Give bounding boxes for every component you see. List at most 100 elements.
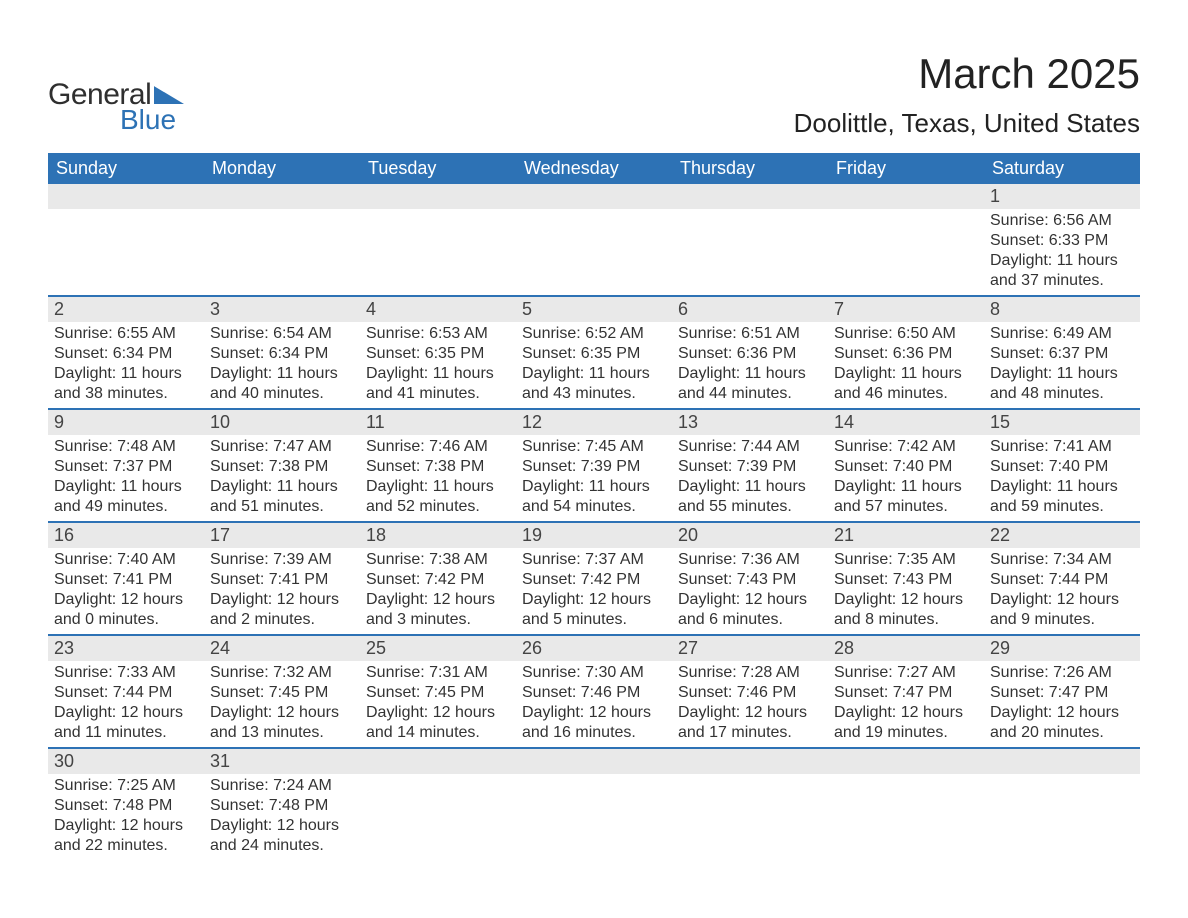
calendar-cell: 9Sunrise: 7:48 AMSunset: 7:37 PMDaylight… (48, 409, 204, 522)
sunset: Sunset: 6:34 PM (54, 344, 198, 364)
sunset: Sunset: 7:46 PM (522, 683, 666, 703)
sunset: Sunset: 7:41 PM (210, 570, 354, 590)
daylight: Daylight: 12 hours and 2 minutes. (210, 590, 354, 630)
day-details: Sunrise: 6:52 AMSunset: 6:35 PMDaylight:… (516, 322, 672, 408)
calendar-cell: 26Sunrise: 7:30 AMSunset: 7:46 PMDayligh… (516, 635, 672, 748)
calendar-cell: 14Sunrise: 7:42 AMSunset: 7:40 PMDayligh… (828, 409, 984, 522)
daylight: Daylight: 11 hours and 51 minutes. (210, 477, 354, 517)
sunset: Sunset: 7:47 PM (990, 683, 1134, 703)
day-number: 24 (204, 636, 360, 661)
day-details (672, 774, 828, 800)
daylight: Daylight: 11 hours and 48 minutes. (990, 364, 1134, 404)
day-details (48, 209, 204, 235)
sunset: Sunset: 6:36 PM (678, 344, 822, 364)
calendar-cell: 6Sunrise: 6:51 AMSunset: 6:36 PMDaylight… (672, 296, 828, 409)
sunrise: Sunrise: 6:56 AM (990, 211, 1134, 231)
calendar-week: 16Sunrise: 7:40 AMSunset: 7:41 PMDayligh… (48, 522, 1140, 635)
day-details: Sunrise: 7:48 AMSunset: 7:37 PMDaylight:… (48, 435, 204, 521)
calendar-cell: 18Sunrise: 7:38 AMSunset: 7:42 PMDayligh… (360, 522, 516, 635)
calendar-cell: 4Sunrise: 6:53 AMSunset: 6:35 PMDaylight… (360, 296, 516, 409)
day-details: Sunrise: 7:30 AMSunset: 7:46 PMDaylight:… (516, 661, 672, 747)
day-details: Sunrise: 7:37 AMSunset: 7:42 PMDaylight:… (516, 548, 672, 634)
day-number: 22 (984, 523, 1140, 548)
day-number: 21 (828, 523, 984, 548)
day-number: 15 (984, 410, 1140, 435)
day-number: 27 (672, 636, 828, 661)
daylight: Daylight: 12 hours and 0 minutes. (54, 590, 198, 630)
calendar-cell (984, 748, 1140, 860)
sunset: Sunset: 7:40 PM (990, 457, 1134, 477)
sunrise: Sunrise: 7:27 AM (834, 663, 978, 683)
sunset: Sunset: 6:36 PM (834, 344, 978, 364)
brand-logo: General Blue (48, 78, 186, 136)
day-number: 4 (360, 297, 516, 322)
calendar-cell: 22Sunrise: 7:34 AMSunset: 7:44 PMDayligh… (984, 522, 1140, 635)
calendar-cell: 27Sunrise: 7:28 AMSunset: 7:46 PMDayligh… (672, 635, 828, 748)
day-number: 18 (360, 523, 516, 548)
day-number (672, 749, 828, 774)
daylight: Daylight: 11 hours and 49 minutes. (54, 477, 198, 517)
day-details: Sunrise: 7:36 AMSunset: 7:43 PMDaylight:… (672, 548, 828, 634)
sunrise: Sunrise: 7:44 AM (678, 437, 822, 457)
calendar-cell (48, 184, 204, 296)
calendar-cell (672, 748, 828, 860)
sunrise: Sunrise: 7:41 AM (990, 437, 1134, 457)
sunrise: Sunrise: 7:40 AM (54, 550, 198, 570)
day-details: Sunrise: 7:34 AMSunset: 7:44 PMDaylight:… (984, 548, 1140, 634)
sunrise: Sunrise: 7:39 AM (210, 550, 354, 570)
day-number (516, 749, 672, 774)
calendar-cell: 17Sunrise: 7:39 AMSunset: 7:41 PMDayligh… (204, 522, 360, 635)
sunset: Sunset: 7:48 PM (210, 796, 354, 816)
sunset: Sunset: 7:39 PM (678, 457, 822, 477)
brand-flag-icon (154, 86, 186, 113)
day-details (360, 209, 516, 235)
sunrise: Sunrise: 6:51 AM (678, 324, 822, 344)
calendar-cell: 28Sunrise: 7:27 AMSunset: 7:47 PMDayligh… (828, 635, 984, 748)
col-thursday: Thursday (672, 153, 828, 184)
day-details: Sunrise: 6:50 AMSunset: 6:36 PMDaylight:… (828, 322, 984, 408)
daylight: Daylight: 12 hours and 19 minutes. (834, 703, 978, 743)
sunrise: Sunrise: 7:25 AM (54, 776, 198, 796)
calendar-cell: 5Sunrise: 6:52 AMSunset: 6:35 PMDaylight… (516, 296, 672, 409)
day-number: 10 (204, 410, 360, 435)
day-details: Sunrise: 7:40 AMSunset: 7:41 PMDaylight:… (48, 548, 204, 634)
day-details: Sunrise: 7:31 AMSunset: 7:45 PMDaylight:… (360, 661, 516, 747)
day-details: Sunrise: 6:49 AMSunset: 6:37 PMDaylight:… (984, 322, 1140, 408)
day-details: Sunrise: 6:55 AMSunset: 6:34 PMDaylight:… (48, 322, 204, 408)
sunset: Sunset: 7:38 PM (210, 457, 354, 477)
day-details: Sunrise: 7:28 AMSunset: 7:46 PMDaylight:… (672, 661, 828, 747)
calendar-cell (204, 184, 360, 296)
day-number (516, 184, 672, 209)
calendar-cell: 8Sunrise: 6:49 AMSunset: 6:37 PMDaylight… (984, 296, 1140, 409)
day-details: Sunrise: 7:47 AMSunset: 7:38 PMDaylight:… (204, 435, 360, 521)
day-number (672, 184, 828, 209)
day-number (360, 749, 516, 774)
daylight: Daylight: 12 hours and 13 minutes. (210, 703, 354, 743)
day-number: 6 (672, 297, 828, 322)
day-details: Sunrise: 7:46 AMSunset: 7:38 PMDaylight:… (360, 435, 516, 521)
sunset: Sunset: 7:42 PM (366, 570, 510, 590)
day-number (48, 184, 204, 209)
sunrise: Sunrise: 7:38 AM (366, 550, 510, 570)
sunset: Sunset: 7:39 PM (522, 457, 666, 477)
col-sunday: Sunday (48, 153, 204, 184)
calendar-cell: 10Sunrise: 7:47 AMSunset: 7:38 PMDayligh… (204, 409, 360, 522)
daylight: Daylight: 12 hours and 3 minutes. (366, 590, 510, 630)
daylight: Daylight: 12 hours and 14 minutes. (366, 703, 510, 743)
header: General Blue March 2025 Doolittle, Texas… (48, 50, 1140, 139)
daylight: Daylight: 11 hours and 54 minutes. (522, 477, 666, 517)
day-number: 31 (204, 749, 360, 774)
daylight: Daylight: 12 hours and 24 minutes. (210, 816, 354, 856)
daylight: Daylight: 12 hours and 9 minutes. (990, 590, 1134, 630)
col-monday: Monday (204, 153, 360, 184)
sunrise: Sunrise: 7:48 AM (54, 437, 198, 457)
day-details: Sunrise: 7:39 AMSunset: 7:41 PMDaylight:… (204, 548, 360, 634)
sunrise: Sunrise: 7:45 AM (522, 437, 666, 457)
sunrise: Sunrise: 6:50 AM (834, 324, 978, 344)
day-details: Sunrise: 7:25 AMSunset: 7:48 PMDaylight:… (48, 774, 204, 860)
calendar-cell: 21Sunrise: 7:35 AMSunset: 7:43 PMDayligh… (828, 522, 984, 635)
day-header-row: Sunday Monday Tuesday Wednesday Thursday… (48, 153, 1140, 184)
daylight: Daylight: 12 hours and 6 minutes. (678, 590, 822, 630)
day-details (516, 774, 672, 800)
day-number: 8 (984, 297, 1140, 322)
